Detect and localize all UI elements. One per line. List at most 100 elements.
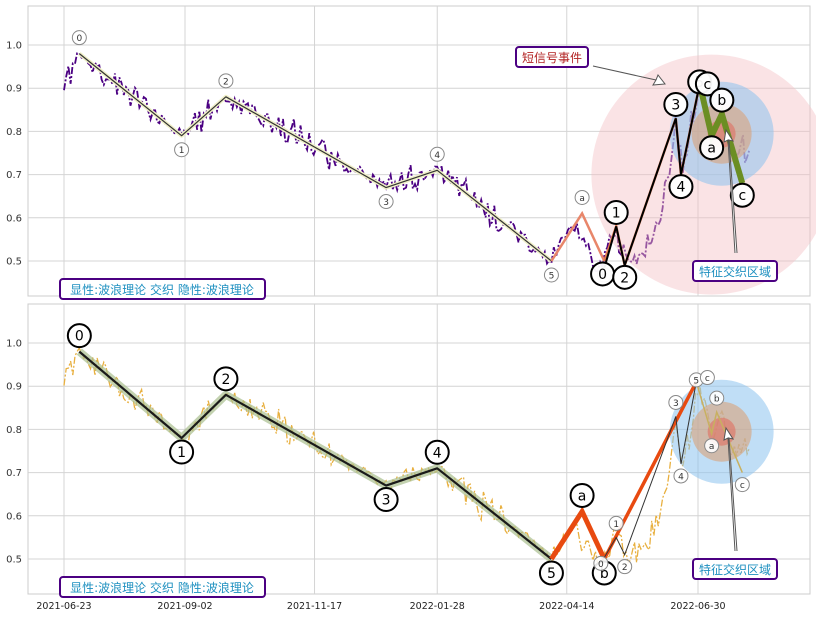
main-wave-point-label: 3 — [383, 198, 389, 208]
sub-wave-point-marker — [699, 370, 715, 386]
price-series-line — [63, 346, 750, 569]
short-signal-text: 短信号事件 — [522, 51, 582, 65]
main-wave-point-label: a — [578, 488, 587, 504]
interweave-text: 特征交织区域 — [699, 264, 771, 279]
sub-wave-point-marker — [593, 555, 609, 571]
sub-wave-point-label: c — [705, 374, 710, 384]
sub-impulse-line — [601, 83, 701, 275]
main-wave-point-label: b — [600, 566, 609, 582]
main-impulse-line — [78, 350, 553, 560]
main-wave-point-label: 3 — [382, 493, 391, 509]
y-tick-label: 1.0 — [6, 41, 22, 52]
main-wave-point-marker — [373, 487, 399, 513]
sub-wave-point-marker — [663, 91, 689, 117]
sub-wave-point-marker — [704, 438, 720, 454]
y-tick-label: 0.6 — [6, 213, 22, 224]
main-wave-point-marker — [429, 146, 445, 162]
interweave-text: 特征交织区域 — [699, 562, 771, 577]
main-correction-line — [549, 506, 607, 561]
sub-wave-point-marker — [694, 71, 720, 97]
interweave-arrow — [723, 426, 738, 552]
short-signal-arrow — [592, 65, 666, 86]
interweave-box — [692, 558, 778, 580]
sub-wave-point-marker — [734, 477, 750, 493]
sub-wave-point-label: 4 — [678, 472, 684, 482]
y-tick-label: 0.7 — [6, 170, 22, 181]
sub-wave-point-marker — [709, 87, 735, 113]
y-tick-label: 0.5 — [6, 257, 22, 268]
x-tick-label: 2021-11-17 — [287, 601, 342, 612]
sub-wave-point-label: a — [709, 442, 715, 452]
main-wave-point-marker — [378, 194, 394, 210]
y-tick-label: 0.5 — [6, 555, 22, 566]
sub-wave-point-label: 5 — [693, 376, 699, 386]
sub-wave-point-label: b — [714, 395, 720, 405]
sub-wave-point-label: 0 — [598, 267, 607, 283]
interweave-arrow — [723, 128, 738, 254]
main-wave-point-label: a — [579, 194, 585, 204]
sub-wave-point-label: a — [707, 141, 716, 157]
sub-wave-point-marker — [729, 182, 755, 208]
caption-text: 显性:波浪理论 交织 隐性:波浪理论 — [70, 580, 254, 595]
interweave-box — [692, 260, 778, 282]
sub-wave-point-marker — [673, 468, 689, 484]
sub-impulse-line — [600, 381, 697, 564]
sub-wave-point-marker — [699, 135, 725, 161]
main-wave-point-label: 4 — [434, 151, 440, 161]
y-tick-label: 0.8 — [6, 127, 22, 138]
sub-wave-point-label: 1 — [612, 205, 621, 221]
main-wave-point-label: 4 — [433, 445, 442, 461]
y-tick-label: 0.8 — [6, 425, 22, 436]
main-wave-point-label: 1 — [177, 445, 186, 461]
main-wave-point-label: 2 — [223, 77, 229, 87]
main-wave-point-marker — [574, 189, 590, 205]
main-wave-point-marker — [71, 30, 87, 46]
main-wave-point-marker — [213, 366, 239, 392]
short-signal-box — [515, 46, 589, 68]
y-tick-label: 0.9 — [6, 382, 22, 393]
x-tick-label: 2022-06-30 — [670, 601, 725, 612]
main-wave-point-marker — [424, 439, 450, 465]
price-series-line — [63, 52, 750, 273]
sub-wave-point-marker — [617, 559, 633, 575]
sub-wave-point-label: c — [740, 481, 745, 491]
main-wave-point-marker — [538, 560, 564, 586]
y-tick-label: 0.9 — [6, 84, 22, 95]
main-wave-point-marker — [174, 142, 190, 158]
sub-wave-point-marker — [709, 390, 725, 406]
panel-top: 0.50.60.70.80.91.0012345ab012345cabc短信号事… — [6, 5, 816, 300]
main-wave-point-marker — [66, 323, 92, 349]
caption-box — [59, 576, 266, 598]
caption-text: 显性:波浪理论 交织 隐性:波浪理论 — [70, 282, 254, 297]
sub-wave-point-marker — [612, 264, 638, 290]
main-wave-point-marker — [218, 73, 234, 89]
y-tick-label: 0.6 — [6, 511, 22, 522]
x-tick-label: 2022-01-28 — [410, 601, 465, 612]
main-wave-point-label: 5 — [547, 566, 556, 582]
main-wave-point-label: 5 — [549, 272, 555, 282]
main-wave-point-marker — [169, 439, 195, 465]
sub-wave-point-label: c — [704, 77, 712, 93]
sub-wave-point-marker — [668, 394, 684, 410]
sub-wave-point-label: 1 — [613, 520, 619, 530]
x-tick-label: 2021-06-23 — [36, 601, 91, 612]
main-wave-point-marker — [569, 482, 595, 508]
sub-wave-point-label: 3 — [671, 97, 680, 113]
sub-wave-point-marker — [668, 174, 694, 200]
y-tick-label: 0.7 — [6, 468, 22, 479]
sub-wave-point-label: 3 — [673, 399, 679, 409]
x-tick-label: 2021-09-02 — [157, 601, 212, 612]
main-wave-point-label: 1 — [179, 146, 185, 156]
sub-wave-point-label: 0 — [598, 560, 604, 570]
sub-wave-point-label: 4 — [676, 180, 685, 196]
main-wave-point-marker — [543, 267, 559, 283]
main-wave-point-label: 0 — [75, 329, 84, 345]
sub-wave-point-marker — [608, 515, 624, 531]
sub-wave-point-label: c — [738, 188, 746, 204]
main-wave-point-label: 0 — [76, 34, 82, 44]
main-wave-point-label: 2 — [221, 372, 230, 388]
main-correction-line — [550, 210, 606, 262]
sub-correction-line — [696, 83, 746, 185]
